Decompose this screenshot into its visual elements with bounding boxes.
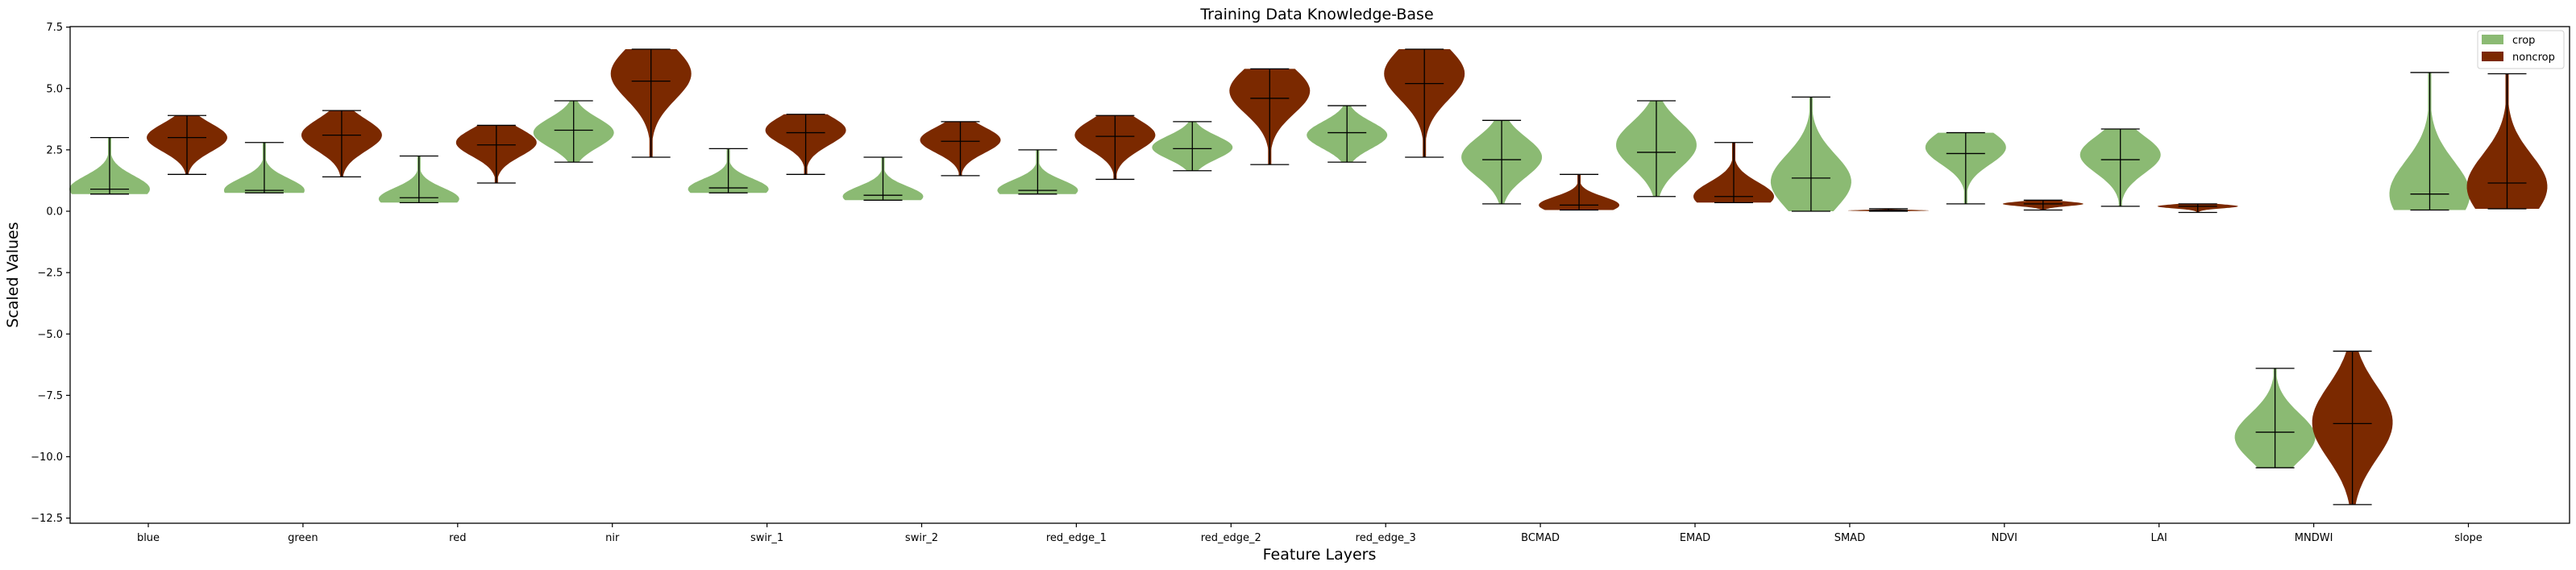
x-axis-label: Feature Layers xyxy=(1263,546,1377,564)
x-tick-label: swir_2 xyxy=(905,532,938,544)
x-tick-label: red xyxy=(449,532,466,544)
violin-crop-nir xyxy=(533,100,614,163)
y-tick-label: 5.0 xyxy=(46,83,63,95)
violin-noncrop-red xyxy=(455,124,537,184)
x-tick-label: MNDWI xyxy=(2295,532,2333,544)
violin-crop-slope xyxy=(2389,72,2470,211)
y-tick-label: −12.5 xyxy=(31,513,63,525)
y-tick-label: 0.0 xyxy=(46,206,63,218)
violin-noncrop-MNDWI xyxy=(2312,350,2393,506)
violin-noncrop-slope xyxy=(2466,73,2548,210)
violin-crop-MNDWI xyxy=(2234,368,2316,468)
violin-noncrop-red_edge_2 xyxy=(1229,68,1311,165)
x-tick-label: red_edge_3 xyxy=(1356,532,1416,544)
legend-label-crop: crop xyxy=(2512,35,2535,47)
violin-crop-BCMAD xyxy=(1461,119,1543,205)
y-tick-label: 7.5 xyxy=(46,22,63,34)
y-tick-label: −10.0 xyxy=(31,451,63,464)
chart-title: Training Data Knowledge-Base xyxy=(1199,6,1433,23)
x-tick-label: swir_1 xyxy=(750,532,783,544)
violin-crop-green xyxy=(223,142,305,193)
violin-crop-red_edge_2 xyxy=(1152,121,1233,172)
y-tick-label: −7.5 xyxy=(37,390,63,402)
y-tick-label: −5.0 xyxy=(37,329,63,341)
violin-noncrop-nir xyxy=(610,48,692,158)
y-tick-label: −2.5 xyxy=(37,268,63,280)
x-tick-label: NDVI xyxy=(1992,532,2017,544)
y-tick-label: 2.5 xyxy=(46,144,63,156)
x-tick-label: LAI xyxy=(2151,532,2167,544)
violin-noncrop-LAI xyxy=(2157,203,2238,214)
violin-crop-red_edge_1 xyxy=(997,149,1078,195)
violin-noncrop-red_edge_3 xyxy=(1384,48,1465,158)
violin-crop-red xyxy=(378,155,459,203)
x-tick-label: nir xyxy=(605,532,620,544)
violin-noncrop-red_edge_1 xyxy=(1074,114,1156,181)
violin-plots xyxy=(69,48,2548,506)
violin-crop-swir_1 xyxy=(688,148,769,193)
x-tick-label: BCMAD xyxy=(1521,532,1560,544)
x-tick-label: EMAD xyxy=(1680,532,1710,544)
violin-noncrop-EMAD xyxy=(1693,142,1774,203)
violin-crop-LAI xyxy=(2079,128,2161,207)
y-axis-label: Scaled Values xyxy=(4,222,22,327)
violin-noncrop-NDVI xyxy=(2002,199,2084,211)
violin-noncrop-swir_1 xyxy=(765,114,846,175)
violin-crop-SMAD xyxy=(1770,96,1851,212)
legend-label-noncrop: noncrop xyxy=(2512,52,2555,64)
x-tick-label: red_edge_1 xyxy=(1046,532,1107,544)
violin-crop-swir_2 xyxy=(842,156,924,201)
legend-swatch-crop xyxy=(2482,35,2503,44)
violin-noncrop-green xyxy=(301,110,382,178)
violin-noncrop-SMAD xyxy=(1847,208,1929,212)
violin-crop-EMAD xyxy=(1616,100,1697,198)
legend: crop noncrop xyxy=(2477,30,2565,69)
plot-frame xyxy=(69,26,2570,524)
legend-swatch-noncrop xyxy=(2482,52,2503,61)
x-tick-label: green xyxy=(288,532,318,544)
violin-noncrop-blue xyxy=(147,114,227,175)
x-tick-label: slope xyxy=(2454,532,2483,544)
violin-crop-blue xyxy=(69,136,150,195)
x-tick-label: red_edge_2 xyxy=(1201,532,1261,544)
violin-crop-NDVI xyxy=(1925,131,2006,205)
violin-crop-red_edge_3 xyxy=(1307,105,1388,163)
x-tick-label: blue xyxy=(137,532,160,544)
x-tick-label: SMAD xyxy=(1834,532,1865,544)
violin-noncrop-swir_2 xyxy=(920,121,1001,177)
violin-noncrop-BCMAD xyxy=(1539,173,1619,211)
y-axis: 7.5 5.0 2.5 0.0 −2.5 −5.0 −7.5 −10.0 −12.5 xyxy=(31,22,70,525)
x-axis: blue green red nir swir_1 swir_2 red_edge_1 red… xyxy=(137,523,2483,544)
